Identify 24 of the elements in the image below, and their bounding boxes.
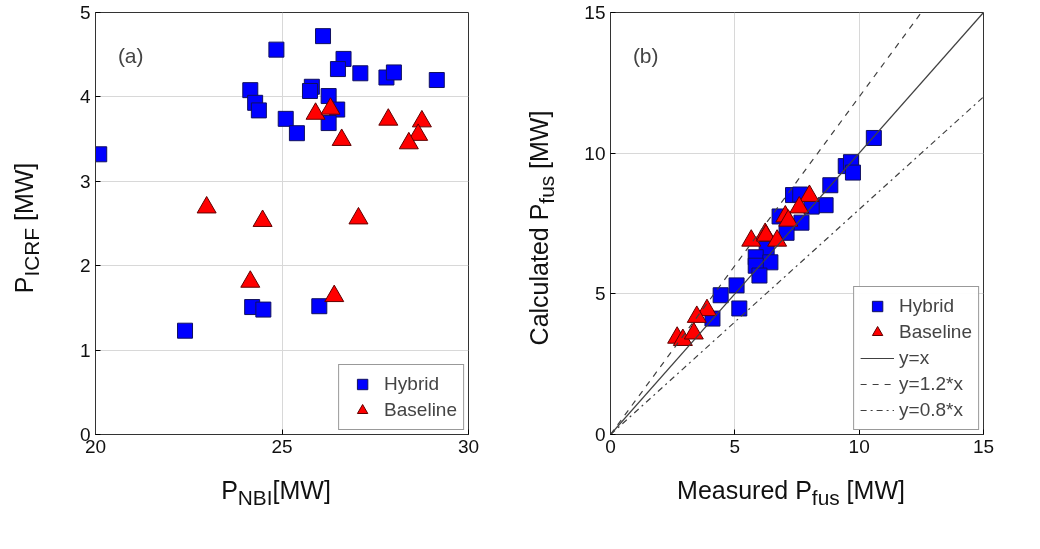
- annotation: (a): [117, 44, 144, 68]
- y-tick-label: 5: [79, 2, 91, 23]
- y-tick-label: 2: [79, 255, 91, 277]
- annotation: (b): [632, 44, 659, 68]
- x-tick-label: 10: [848, 435, 870, 457]
- y-tick-label: 10: [584, 142, 606, 164]
- y-tick-label: 3: [79, 170, 91, 192]
- y-tick-label: 4: [79, 86, 91, 108]
- x-tick-label: 15: [972, 435, 995, 457]
- y-tick-label: 5: [594, 283, 606, 305]
- y-tick-label: 15: [584, 2, 606, 23]
- legend-label: Hybrid: [384, 372, 440, 396]
- y-tick-label: 1: [79, 339, 91, 361]
- legend-label: y=0.8*x: [899, 398, 964, 422]
- x-tick-label: 25: [271, 435, 293, 457]
- x-axis-title: Measured P$_{fus}$ [MW]: [677, 475, 905, 511]
- x-tick-label: 30: [457, 435, 480, 457]
- legend-label: y=x: [899, 346, 930, 370]
- legend-label: Baseline: [384, 398, 457, 422]
- legend-label: Hybrid: [899, 294, 955, 318]
- x-axis-title: P$_{NBI}$[MW]: [221, 475, 331, 511]
- x-tick-label: 5: [729, 435, 741, 457]
- legend-label: y=1.2*x: [899, 372, 964, 396]
- legend-label: Baseline: [899, 320, 972, 344]
